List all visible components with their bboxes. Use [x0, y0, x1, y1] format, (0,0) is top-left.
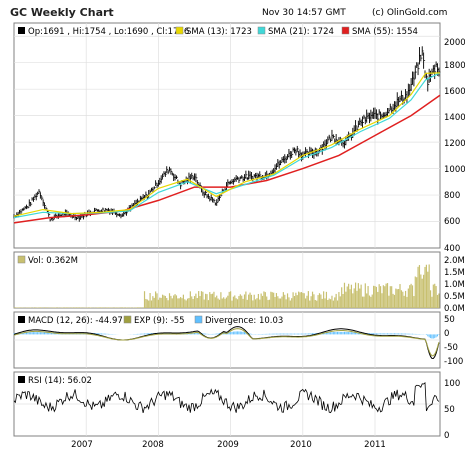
macd-y-axis: 50 0 -50 -100: [444, 315, 463, 367]
volume-y-axis: 0.0M 0.5M 1.0M 1.5M 2.0M: [444, 256, 465, 314]
rsi-y-tick-50: 50: [444, 405, 455, 415]
volume-y-tick-0: 0.0M: [444, 304, 465, 314]
volume-y-tick-15: 1.5M: [444, 268, 465, 278]
price-y-axis: 400 600 800 1000 1200 1400 1600 1800 200…: [444, 38, 465, 254]
macd-legend: MACD (12, 26): -44.97 EXP (9): -55 Diver…: [18, 315, 283, 326]
x-tick-2008: 2008: [142, 440, 164, 450]
sma21-legend-swatch: [257, 26, 266, 35]
volume-y-tick-10: 1.0M: [444, 280, 465, 290]
price-y-tick-1600: 1600: [444, 87, 465, 97]
sma21-legend: SMA (21): 1724: [268, 27, 334, 37]
x-axis: 2007 2008 2009 2010 2011: [71, 440, 386, 450]
sma13-legend: SMA (13): 1723: [186, 27, 252, 37]
price-legend: Op:1691 , Hi:1754 , Lo:1690 , Cl:1746 SM…: [18, 26, 418, 37]
vol-legend: Vol: 0.362M: [28, 256, 78, 266]
macd-legend-swatch: [18, 316, 25, 323]
macd-y-tick-0: 0: [444, 329, 449, 339]
price-y-tick-1000: 1000: [444, 165, 465, 175]
ohlc-legend: Op:1691 , Hi:1754 , Lo:1690 , Cl:1746: [28, 27, 189, 37]
rsi-legend: RSI (14): 56.02: [18, 376, 92, 386]
volume-y-tick-20: 2.0M: [444, 256, 465, 266]
sma13-legend-swatch: [175, 26, 184, 35]
sma55-line: [13, 94, 441, 224]
rsi-legend: RSI (14): 56.02: [28, 376, 92, 386]
ohlc-legend-swatch: [18, 27, 25, 34]
divergence-legend: Divergence: 10.03: [205, 316, 283, 326]
price-y-tick-400: 400: [444, 244, 460, 254]
macd-legend: MACD (12, 26): -44.97: [28, 316, 123, 326]
copyright-label: (c) OlinGold.com: [372, 8, 448, 18]
rsi-y-axis: 100 50 0: [444, 379, 460, 441]
price-y-tick-2000: 2000: [444, 38, 465, 48]
divergence-legend-swatch: [194, 315, 203, 324]
price-y-tick-600: 600: [444, 217, 460, 227]
x-tick-2010: 2010: [290, 440, 312, 450]
x-tick-2011: 2011: [364, 440, 386, 450]
x-tick-2007: 2007: [71, 440, 93, 450]
macd-y-tick-neg50: -50: [444, 343, 458, 353]
chart-timestamp: Nov 30 14:57 GMT: [262, 8, 346, 18]
exp-legend: EXP (9): -55: [134, 316, 185, 326]
volume-bars: [13, 264, 440, 308]
price-y-tick-1800: 1800: [444, 61, 465, 71]
x-tick-2009: 2009: [217, 440, 239, 450]
sma13-line: [13, 72, 441, 217]
price-panel: [13, 22, 441, 249]
rsi-y-tick-0: 0: [444, 431, 449, 441]
vol-legend-swatch: [17, 255, 26, 264]
sma55-legend-swatch: [341, 26, 350, 35]
exp-line: [13, 328, 440, 357]
price-y-tick-800: 800: [444, 191, 460, 201]
sma55-legend: SMA (55): 1554: [352, 27, 418, 37]
rsi-y-tick-100: 100: [444, 379, 460, 389]
volume-legend: Vol: 0.362M: [17, 255, 78, 266]
exp-legend-swatch: [123, 315, 132, 324]
price-y-tick-1400: 1400: [444, 113, 465, 123]
macd-y-tick-neg100: -100: [444, 357, 463, 367]
macd-line: [13, 326, 440, 360]
volume-y-tick-05: 0.5M: [444, 292, 465, 302]
rsi-line: [13, 381, 440, 414]
macd-y-tick-50: 50: [444, 315, 455, 325]
rsi-legend-swatch: [18, 376, 25, 383]
price-y-tick-1200: 1200: [444, 139, 465, 149]
chart-title: GC Weekly Chart: [10, 6, 114, 19]
